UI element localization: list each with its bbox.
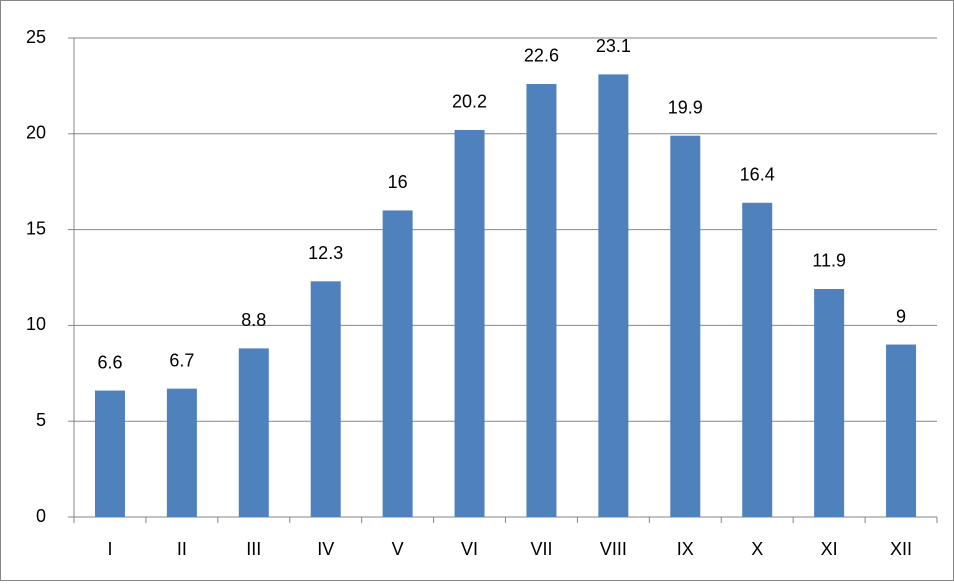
bar [310,281,341,517]
x-tick-label: IV [317,539,334,559]
x-tick-label: III [246,539,261,559]
data-label: 16.4 [740,165,775,185]
data-label: 22.6 [524,46,559,66]
x-tick-label: IX [677,539,694,559]
bar [238,348,269,517]
y-tick-label: 0 [36,506,46,526]
y-tick-label: 10 [26,314,46,334]
bar [670,135,701,517]
data-label: 6.7 [169,350,194,370]
bar [742,202,773,517]
data-label: 23.1 [596,36,631,56]
y-tick-label: 15 [26,218,46,238]
x-tick-label: I [107,539,112,559]
x-tick-label: VII [530,539,552,559]
bar [526,83,557,517]
data-label: 8.8 [241,310,266,330]
bar [886,344,917,517]
data-label: 20.2 [452,92,487,112]
x-tick-label: XI [821,539,838,559]
x-tick-label: V [392,539,404,559]
data-label: 9 [896,306,906,326]
data-label: 16 [388,172,408,192]
data-label: 19.9 [668,97,703,117]
y-tick-label: 20 [26,123,46,143]
y-tick-label: 25 [26,27,46,47]
x-tick-label: VIII [600,539,627,559]
bar [166,388,197,517]
data-label: 6.6 [97,352,122,372]
bar [454,129,485,517]
x-tick-label: X [751,539,763,559]
x-tick-label: II [177,539,187,559]
y-tick-label: 5 [36,410,46,430]
x-tick-label: VI [461,539,478,559]
bar [598,74,629,518]
data-label: 11.9 [812,251,846,271]
bar [814,288,845,517]
data-label: 12.3 [308,243,343,263]
x-tick-label: XII [890,539,912,559]
bar [382,210,413,517]
bar [94,390,125,517]
